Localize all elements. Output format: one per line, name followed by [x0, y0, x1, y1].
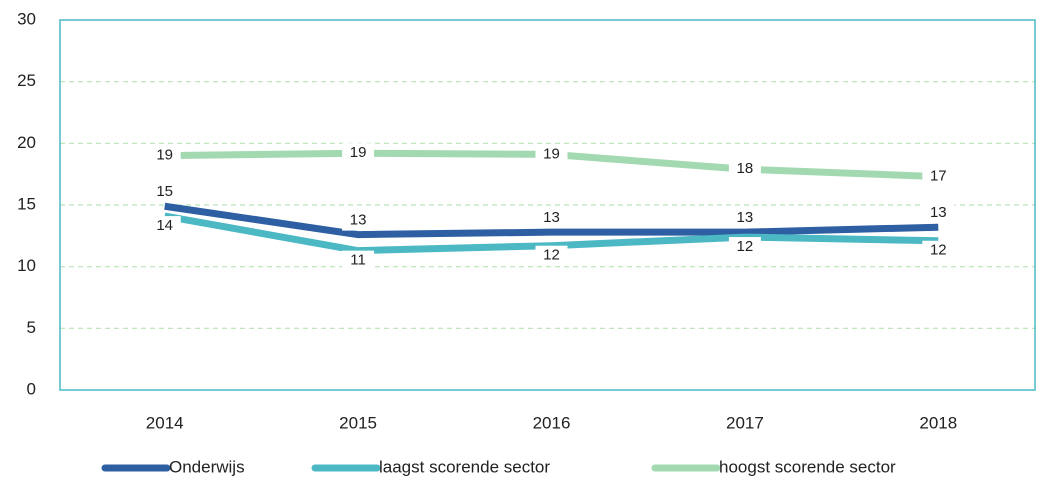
data-label: 14 — [156, 217, 173, 234]
y-tick-label: 0 — [27, 379, 36, 398]
data-label: 13 — [543, 209, 560, 226]
legend-label: Onderwijs — [169, 457, 245, 476]
data-label-bg — [535, 245, 568, 266]
data-label: 13 — [350, 212, 367, 229]
line-series — [164, 202, 939, 239]
data-label-bg — [148, 182, 181, 203]
data-label-bg — [342, 143, 375, 164]
data-label: 12 — [543, 247, 560, 264]
data-label-bg — [148, 216, 181, 237]
legend-label: hoogst scorende sector — [719, 457, 896, 476]
data-label-bg — [535, 208, 568, 229]
y-tick-label: 30 — [17, 9, 36, 28]
x-tick-label: 2018 — [919, 413, 957, 432]
x-tick-label: 2015 — [339, 413, 377, 432]
x-tick-label: 2017 — [726, 413, 764, 432]
x-tick-label: 2014 — [146, 413, 184, 432]
data-label: 19 — [543, 145, 560, 162]
y-tick-label: 25 — [17, 71, 36, 90]
y-tick-label: 20 — [17, 133, 36, 152]
data-label: 15 — [156, 183, 173, 200]
x-tick-label: 2016 — [533, 413, 571, 432]
data-label-bg — [148, 145, 181, 166]
data-label-bg — [342, 250, 375, 271]
data-label: 13 — [737, 209, 754, 226]
data-label: 19 — [156, 147, 173, 164]
data-label: 11 — [350, 252, 366, 269]
data-label: 12 — [737, 238, 754, 255]
plot-frame — [59, 19, 1036, 391]
data-label-bg — [535, 144, 568, 165]
data-label: 18 — [737, 160, 754, 177]
data-label: 17 — [930, 168, 947, 185]
y-tick-label: 5 — [27, 318, 36, 337]
y-tick-label: 10 — [17, 256, 36, 275]
data-label: 19 — [350, 144, 367, 161]
data-label-bg — [922, 166, 955, 187]
data-label-bg — [728, 159, 761, 180]
data-label: 12 — [930, 242, 947, 259]
data-label-bg — [728, 237, 761, 258]
legend-label: laagst scorende sector — [379, 457, 550, 476]
data-label-bg — [922, 240, 955, 261]
y-tick-label: 15 — [17, 194, 36, 213]
data-label: 13 — [930, 204, 947, 221]
data-label-bg — [342, 210, 375, 231]
data-label-bg — [922, 203, 955, 224]
data-label-bg — [728, 208, 761, 229]
